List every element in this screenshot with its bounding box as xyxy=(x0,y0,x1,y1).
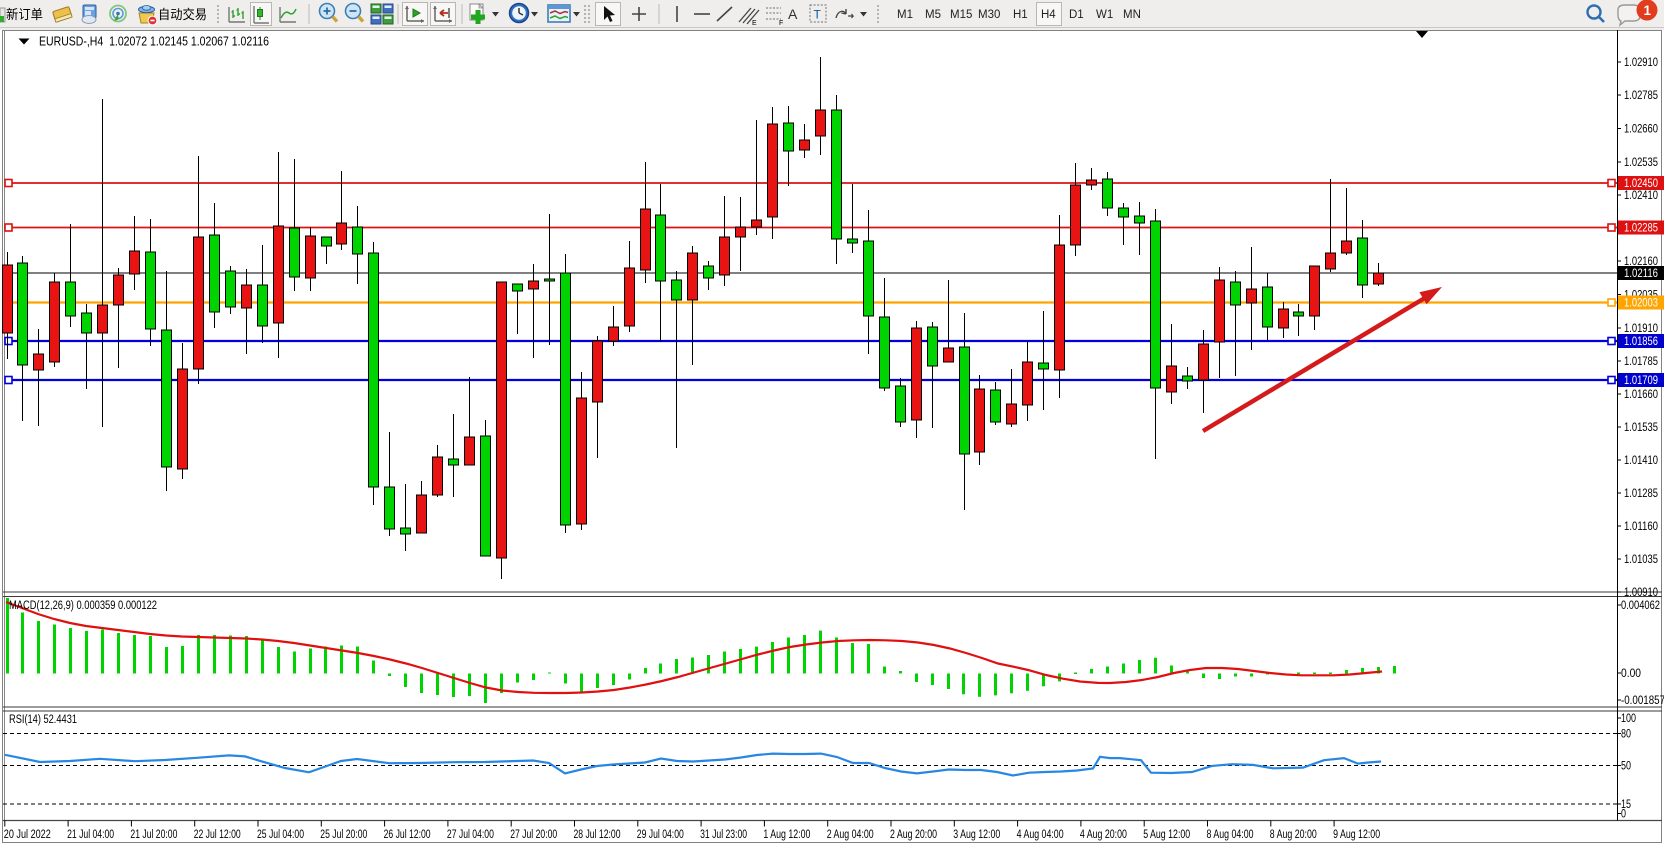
svg-text:EURUSD-,H4 1.02072 1.02145 1.: EURUSD-,H4 1.02072 1.02145 1.02067 1.021… xyxy=(39,35,269,49)
svg-text:A: A xyxy=(788,6,798,22)
svg-text:-0.001857: -0.001857 xyxy=(1621,695,1664,707)
svg-text:3 Aug 12:00: 3 Aug 12:00 xyxy=(953,829,1000,841)
svg-text:25 Jul 20:00: 25 Jul 20:00 xyxy=(320,829,367,841)
svg-text:1.00910: 1.00910 xyxy=(1624,587,1658,599)
svg-text:1.02285: 1.02285 xyxy=(1624,223,1658,235)
svg-text:28 Jul 12:00: 28 Jul 12:00 xyxy=(574,829,621,841)
svg-text:1.01660: 1.01660 xyxy=(1624,389,1658,401)
svg-text:21 Jul 20:00: 21 Jul 20:00 xyxy=(130,829,177,841)
svg-text:50: 50 xyxy=(1621,761,1631,773)
svg-text:MACD(12,26,9) 0.000359 0.00012: MACD(12,26,9) 0.000359 0.000122 xyxy=(9,600,157,612)
svg-text:1.02450: 1.02450 xyxy=(1624,178,1658,190)
svg-text:M30: M30 xyxy=(978,9,1000,21)
svg-text:80: 80 xyxy=(1621,729,1631,741)
svg-text:1.02003: 1.02003 xyxy=(1624,298,1658,310)
svg-text:9 Aug 12:00: 9 Aug 12:00 xyxy=(1333,829,1380,841)
svg-text:21 Jul 04:00: 21 Jul 04:00 xyxy=(67,829,114,841)
svg-text:1.01035: 1.01035 xyxy=(1624,554,1658,566)
svg-text:1.02660: 1.02660 xyxy=(1624,124,1658,136)
svg-text:MN: MN xyxy=(1123,9,1141,21)
svg-text:2 Aug 04:00: 2 Aug 04:00 xyxy=(827,829,874,841)
svg-text:1 Aug 12:00: 1 Aug 12:00 xyxy=(763,829,810,841)
svg-text:8 Aug 20:00: 8 Aug 20:00 xyxy=(1270,829,1317,841)
svg-text:25 Jul 04:00: 25 Jul 04:00 xyxy=(257,829,304,841)
svg-text:0: 0 xyxy=(1621,809,1626,821)
svg-text:100: 100 xyxy=(1621,713,1636,725)
svg-text:H1: H1 xyxy=(1013,9,1028,21)
svg-text:1.01535: 1.01535 xyxy=(1624,422,1658,434)
svg-text:T: T xyxy=(814,8,822,22)
svg-text:M5: M5 xyxy=(925,9,941,21)
svg-text:M15: M15 xyxy=(950,9,972,21)
svg-text:5 Aug 12:00: 5 Aug 12:00 xyxy=(1143,829,1190,841)
svg-text:29 Jul 04:00: 29 Jul 04:00 xyxy=(637,829,684,841)
svg-text:D1: D1 xyxy=(1069,9,1084,21)
svg-text:1.01285: 1.01285 xyxy=(1624,488,1658,500)
svg-text:20 Jul 2022: 20 Jul 2022 xyxy=(4,829,51,841)
svg-text:27 Jul 20:00: 27 Jul 20:00 xyxy=(510,829,557,841)
svg-text:4 Aug 04:00: 4 Aug 04:00 xyxy=(1017,829,1064,841)
svg-text:1.02410: 1.02410 xyxy=(1624,190,1658,202)
svg-text:1.01709: 1.01709 xyxy=(1624,375,1658,387)
svg-text:0.00: 0.00 xyxy=(1621,668,1641,680)
svg-text:8 Aug 04:00: 8 Aug 04:00 xyxy=(1207,829,1254,841)
svg-text:0.004062: 0.004062 xyxy=(1621,600,1660,612)
svg-text:1.01856: 1.01856 xyxy=(1624,336,1658,348)
svg-text:RSI(14) 52.4431: RSI(14) 52.4431 xyxy=(9,714,77,726)
svg-text:新订单: 新订单 xyxy=(6,7,43,22)
svg-text:1.02160: 1.02160 xyxy=(1624,256,1658,268)
svg-text:22 Jul 12:00: 22 Jul 12:00 xyxy=(194,829,241,841)
svg-text:自动交易: 自动交易 xyxy=(158,7,207,22)
svg-text:1.02785: 1.02785 xyxy=(1624,90,1658,102)
svg-text:26 Jul 12:00: 26 Jul 12:00 xyxy=(384,829,431,841)
svg-text:1.02116: 1.02116 xyxy=(1624,268,1658,280)
svg-text:1.02910: 1.02910 xyxy=(1624,57,1658,69)
svg-text:15: 15 xyxy=(1621,799,1631,811)
svg-text:1: 1 xyxy=(1644,3,1652,18)
svg-text:1.01910: 1.01910 xyxy=(1624,323,1658,335)
svg-text:2 Aug 20:00: 2 Aug 20:00 xyxy=(890,829,937,841)
svg-text:1.01160: 1.01160 xyxy=(1624,521,1658,533)
svg-text:1.02535: 1.02535 xyxy=(1624,157,1658,169)
svg-text:H4: H4 xyxy=(1041,9,1056,21)
svg-text:4 Aug 20:00: 4 Aug 20:00 xyxy=(1080,829,1127,841)
svg-text:E: E xyxy=(752,20,757,27)
svg-text:M1: M1 xyxy=(897,9,913,21)
svg-text:1.01785: 1.01785 xyxy=(1624,356,1658,368)
svg-text:31 Jul 23:00: 31 Jul 23:00 xyxy=(700,829,747,841)
svg-text:1.01410: 1.01410 xyxy=(1624,455,1658,467)
svg-text:27 Jul 04:00: 27 Jul 04:00 xyxy=(447,829,494,841)
svg-text:W1: W1 xyxy=(1096,9,1113,21)
svg-text:F: F xyxy=(779,20,783,27)
